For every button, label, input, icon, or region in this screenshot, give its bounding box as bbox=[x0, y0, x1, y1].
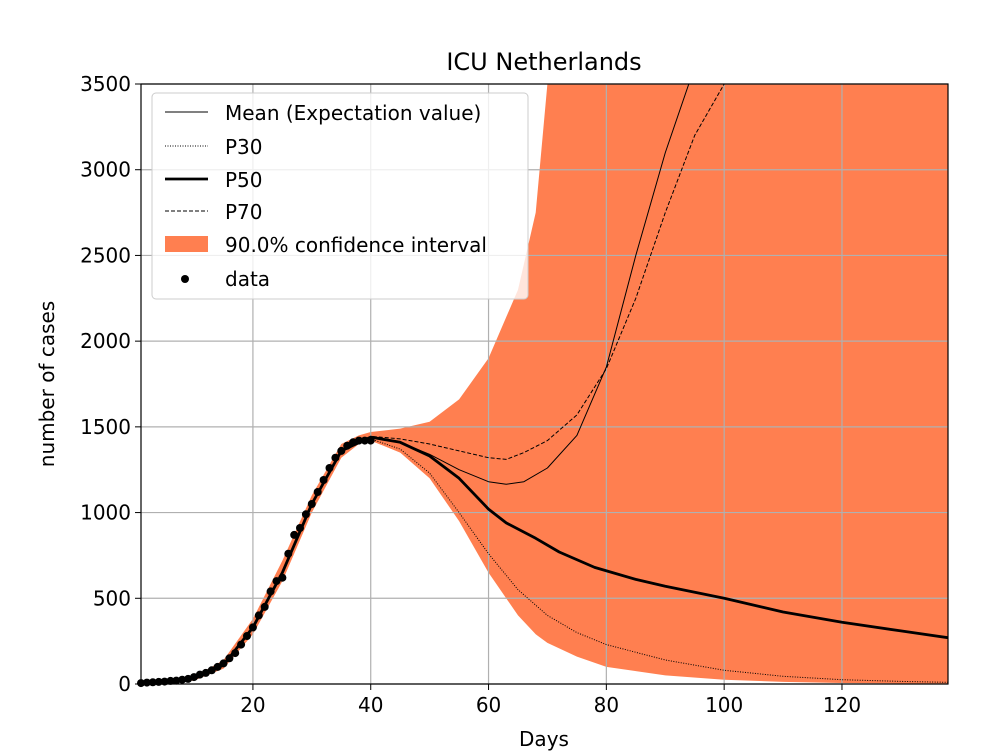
data-point bbox=[231, 649, 240, 658]
data-point bbox=[260, 602, 269, 611]
legend-box bbox=[151, 92, 529, 300]
data-point bbox=[354, 436, 363, 445]
data-point bbox=[207, 666, 216, 675]
y-tick-label: 1500 bbox=[80, 415, 131, 439]
data-point bbox=[272, 577, 281, 586]
x-axis-label: Days bbox=[519, 727, 569, 751]
y-tick-label: 3500 bbox=[80, 72, 131, 96]
y-axis-ticks: 0 500 1000 1500 2000 2500 3000 3500 bbox=[80, 72, 141, 696]
data-point bbox=[166, 676, 175, 685]
y-tick-label: 2000 bbox=[80, 329, 131, 353]
legend-band-label: 90.0% confidence interval bbox=[225, 233, 487, 257]
data-point bbox=[266, 587, 275, 596]
y-axis-label: number of cases bbox=[35, 301, 59, 467]
x-tick-label: 80 bbox=[594, 693, 619, 717]
data-point bbox=[319, 476, 328, 484]
y-tick-label: 1000 bbox=[80, 501, 131, 525]
data-point bbox=[325, 464, 334, 472]
data-point bbox=[243, 632, 251, 640]
legend: Mean (Expectation value) P30 P50 P70 90.… bbox=[151, 92, 529, 300]
y-tick-label: 0 bbox=[118, 672, 131, 696]
legend-p70-label: P70 bbox=[225, 200, 263, 224]
data-point bbox=[331, 453, 340, 462]
y-tick-label: 500 bbox=[93, 586, 131, 610]
data-point bbox=[254, 611, 263, 620]
plot-area bbox=[137, 83, 949, 688]
legend-data-swatch bbox=[181, 275, 189, 283]
x-tick-label: 60 bbox=[476, 693, 501, 717]
chart-title: ICU Netherlands bbox=[446, 48, 641, 76]
legend-p30-label: P30 bbox=[225, 135, 263, 159]
y-tick-label: 2500 bbox=[80, 243, 131, 267]
x-tick-label: 120 bbox=[823, 693, 861, 717]
legend-mean-label: Mean (Expectation value) bbox=[225, 101, 481, 125]
data-point bbox=[343, 441, 352, 450]
confidence-band bbox=[141, 84, 948, 684]
data-point bbox=[360, 436, 369, 445]
data-point bbox=[172, 676, 181, 685]
data-point bbox=[284, 549, 293, 558]
grid-layer bbox=[141, 83, 948, 685]
confidence-band-layer bbox=[141, 84, 948, 684]
data-point bbox=[219, 659, 228, 668]
data-point bbox=[301, 510, 310, 519]
data-point bbox=[296, 524, 304, 532]
legend-p50-label: P50 bbox=[225, 168, 263, 192]
x-tick-label: 40 bbox=[358, 693, 383, 717]
data-point bbox=[366, 436, 375, 445]
data-point bbox=[307, 500, 316, 508]
data-point bbox=[337, 446, 346, 455]
legend-band-swatch bbox=[165, 236, 208, 252]
data-point bbox=[313, 488, 322, 496]
data-point bbox=[290, 530, 299, 539]
x-tick-label: 20 bbox=[240, 693, 265, 717]
data-points-layer bbox=[137, 436, 375, 688]
data-point bbox=[225, 654, 234, 663]
data-point bbox=[178, 675, 187, 684]
data-point bbox=[213, 662, 222, 671]
plot-frame bbox=[140, 83, 949, 685]
x-tick-label: 100 bbox=[705, 693, 743, 717]
data-point bbox=[248, 623, 257, 632]
series-p70-line bbox=[141, 84, 725, 683]
y-tick-label: 3000 bbox=[80, 158, 131, 182]
legend-data-label: data bbox=[225, 267, 270, 291]
data-point bbox=[237, 640, 246, 649]
data-point bbox=[278, 573, 287, 582]
x-axis-ticks: 20 40 60 80 100 120 bbox=[240, 684, 861, 717]
